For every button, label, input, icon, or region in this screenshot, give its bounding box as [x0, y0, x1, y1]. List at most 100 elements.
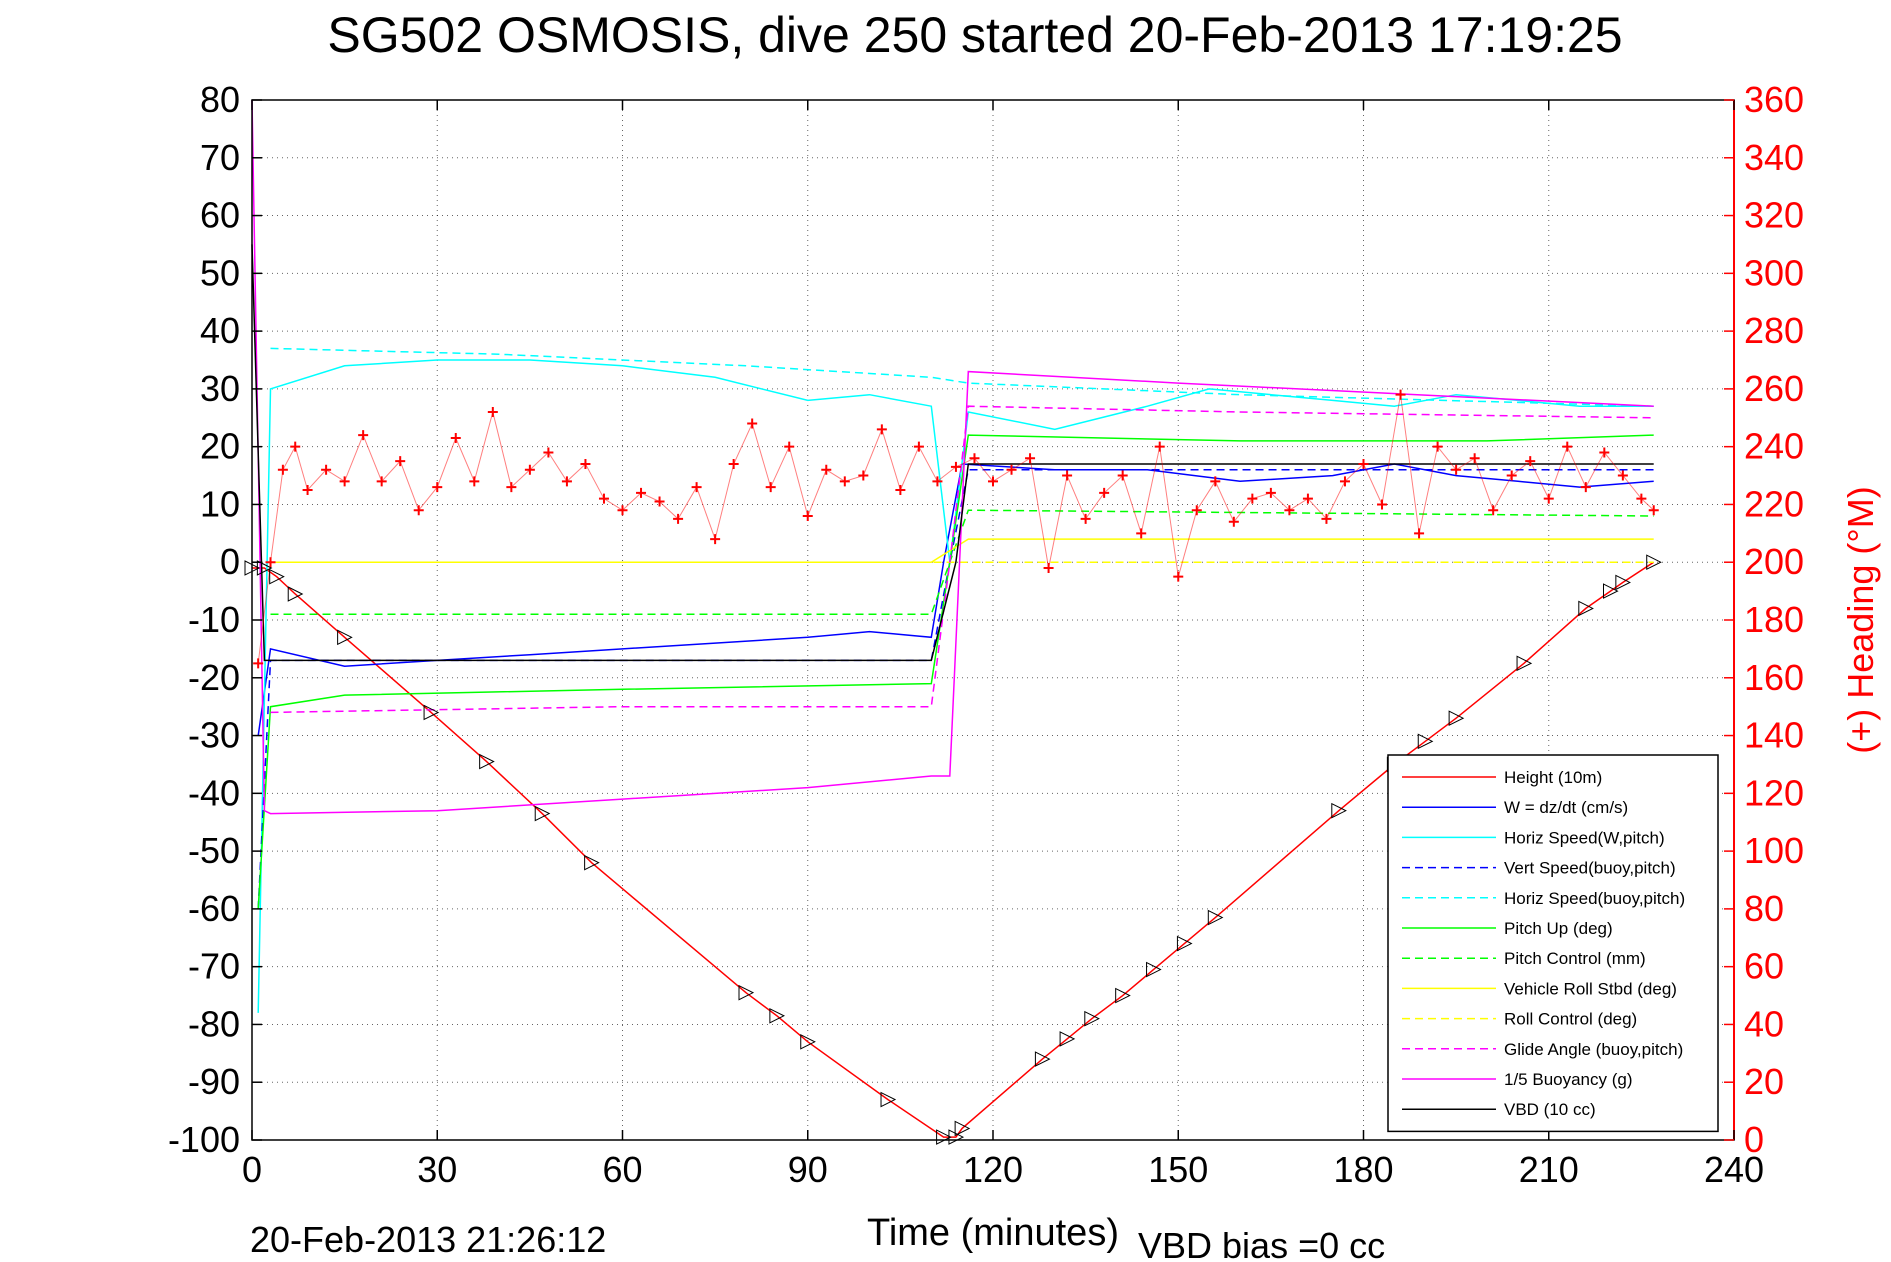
- height-marker: [1615, 574, 1631, 591]
- x-tick-label: 120: [963, 1149, 1023, 1190]
- legend-entry: VBD (10 cc): [1504, 1100, 1596, 1119]
- y-tick-label: 40: [200, 310, 240, 351]
- height-marker: [287, 586, 304, 602]
- right-tick-label: 200: [1744, 541, 1804, 582]
- legend-entry: Vert Speed(buoy,pitch): [1504, 859, 1676, 878]
- right-tick-label: 80: [1744, 888, 1784, 929]
- series-line-11: [251, 244, 1654, 662]
- legend-box: [1387, 754, 1719, 1133]
- right-tick-label: 260: [1744, 368, 1804, 409]
- x-tick-label: 0: [242, 1149, 262, 1190]
- x-tick-label: 90: [788, 1149, 828, 1190]
- legend-entry: Pitch Up (deg): [1504, 919, 1613, 938]
- series-layer: [244, 99, 1662, 1145]
- legend-entry: Pitch Control (mm): [1504, 949, 1646, 968]
- right-tick-label: 180: [1744, 599, 1804, 640]
- series-line-1: [257, 463, 1654, 736]
- height-marker: [1417, 733, 1434, 750]
- height-marker: [1448, 710, 1465, 727]
- x-axis-label: Time (minutes): [867, 1212, 1119, 1254]
- x-tick-label: 30: [417, 1149, 457, 1190]
- y-tick-label: 20: [200, 426, 240, 467]
- series-heading-markers: [253, 389, 1659, 669]
- right-tick-label: 60: [1744, 946, 1784, 987]
- legend-entry: Height (10m): [1504, 768, 1602, 787]
- height-marker: [1034, 1051, 1051, 1067]
- y-tick-label: 70: [200, 137, 240, 178]
- y-tick-label: 0: [220, 541, 240, 582]
- x-tick-label: 60: [602, 1149, 642, 1190]
- height-marker: [337, 629, 353, 646]
- right-tick-label: 240: [1744, 426, 1804, 467]
- height-marker: [256, 560, 273, 576]
- y-tick-label: 50: [200, 252, 240, 293]
- y-tick-label: 30: [200, 368, 240, 409]
- height-marker: [1146, 961, 1162, 978]
- right-tick-label: 120: [1744, 772, 1804, 813]
- height-marker: [584, 854, 600, 871]
- height-marker: [1176, 935, 1193, 952]
- y-tick-label: -90: [188, 1061, 240, 1102]
- legend: Height (10m) W = dz/dt (cm/s) Horiz Speed(…: [1387, 754, 1719, 1133]
- height-marker: [423, 704, 440, 721]
- chart-title: SG502 OSMOSIS, dive 250 started 20-Feb-2…: [327, 7, 1622, 63]
- y-tick-label: -20: [188, 657, 240, 698]
- height-marker: [1115, 987, 1131, 1004]
- y-tick-label: -80: [188, 1003, 240, 1044]
- right-tick-label: 280: [1744, 310, 1804, 351]
- y-tick-label: 10: [200, 483, 240, 524]
- right-axis-label: (+) Heading (°M): [1840, 486, 1881, 753]
- x-tick-label: 180: [1333, 1149, 1393, 1190]
- series-line-0: [252, 561, 1655, 1138]
- right-tick-label: 320: [1744, 195, 1804, 236]
- height-marker: [534, 805, 551, 822]
- height-marker: [738, 984, 755, 1001]
- series-line-10: [251, 99, 1654, 815]
- footer-vbd-bias: VBD bias =0 cc: [1138, 1225, 1385, 1262]
- right-tick-label: 0: [1744, 1119, 1764, 1160]
- axes: [251, 99, 1735, 1141]
- legend-entry: Horiz Speed(buoy,pitch): [1504, 889, 1685, 908]
- height-marker: [769, 1007, 785, 1024]
- heading-point: [1648, 505, 1659, 516]
- x-tick-label: 210: [1519, 1149, 1579, 1190]
- y-tick-label: 60: [200, 195, 240, 236]
- y-tick-label: -40: [188, 772, 240, 813]
- x-tick-label: 150: [1148, 1149, 1208, 1190]
- legend-entry: 1/5 Buoyancy (g): [1504, 1070, 1633, 1089]
- right-tick-label: 300: [1744, 252, 1804, 293]
- series-line-4: [270, 347, 1654, 407]
- y-tick-label: -70: [188, 946, 240, 987]
- height-marker: [880, 1091, 897, 1108]
- right-tick-label: 360: [1744, 79, 1804, 120]
- tick-labels: 0 30 60 90 120 150 180 210 240-100-90-80-70-60-5…: [168, 79, 1804, 1190]
- height-marker: [1059, 1031, 1076, 1047]
- heading-trace: [257, 394, 1655, 664]
- height-marker: [1603, 583, 1619, 599]
- legend-entry: Horiz Speed(W,pitch): [1504, 828, 1665, 847]
- x-tick-label: 240: [1704, 1149, 1764, 1190]
- legend-entry: Glide Angle (buoy,pitch): [1504, 1040, 1683, 1059]
- right-tick-label: 160: [1744, 657, 1804, 698]
- footer-timestamp: 20-Feb-2013 21:26:12: [250, 1219, 606, 1260]
- height-marker: [954, 1120, 971, 1137]
- legend-entry: Vehicle Roll Stbd (deg): [1504, 979, 1677, 998]
- right-tick-label: 100: [1744, 830, 1804, 871]
- y-tick-label: -10: [188, 599, 240, 640]
- y-tick-label: -50: [188, 830, 240, 871]
- y-tick-label: 80: [200, 79, 240, 120]
- y-tick-label: -60: [188, 888, 240, 929]
- right-tick-label: 20: [1744, 1061, 1784, 1102]
- height-marker: [269, 568, 285, 585]
- height-marker: [1207, 909, 1224, 926]
- right-tick-label: 220: [1744, 483, 1804, 524]
- height-marker: [1516, 655, 1533, 672]
- legend-entry: Roll Control (deg): [1504, 1010, 1637, 1029]
- series-line-9: [270, 405, 1654, 714]
- height-marker: [800, 1033, 816, 1050]
- legend-entry: W = dz/dt (cm/s): [1504, 798, 1628, 817]
- y-tick-label: -100: [168, 1119, 240, 1160]
- y-tick-label: -30: [188, 715, 240, 756]
- height-marker: [1578, 600, 1594, 617]
